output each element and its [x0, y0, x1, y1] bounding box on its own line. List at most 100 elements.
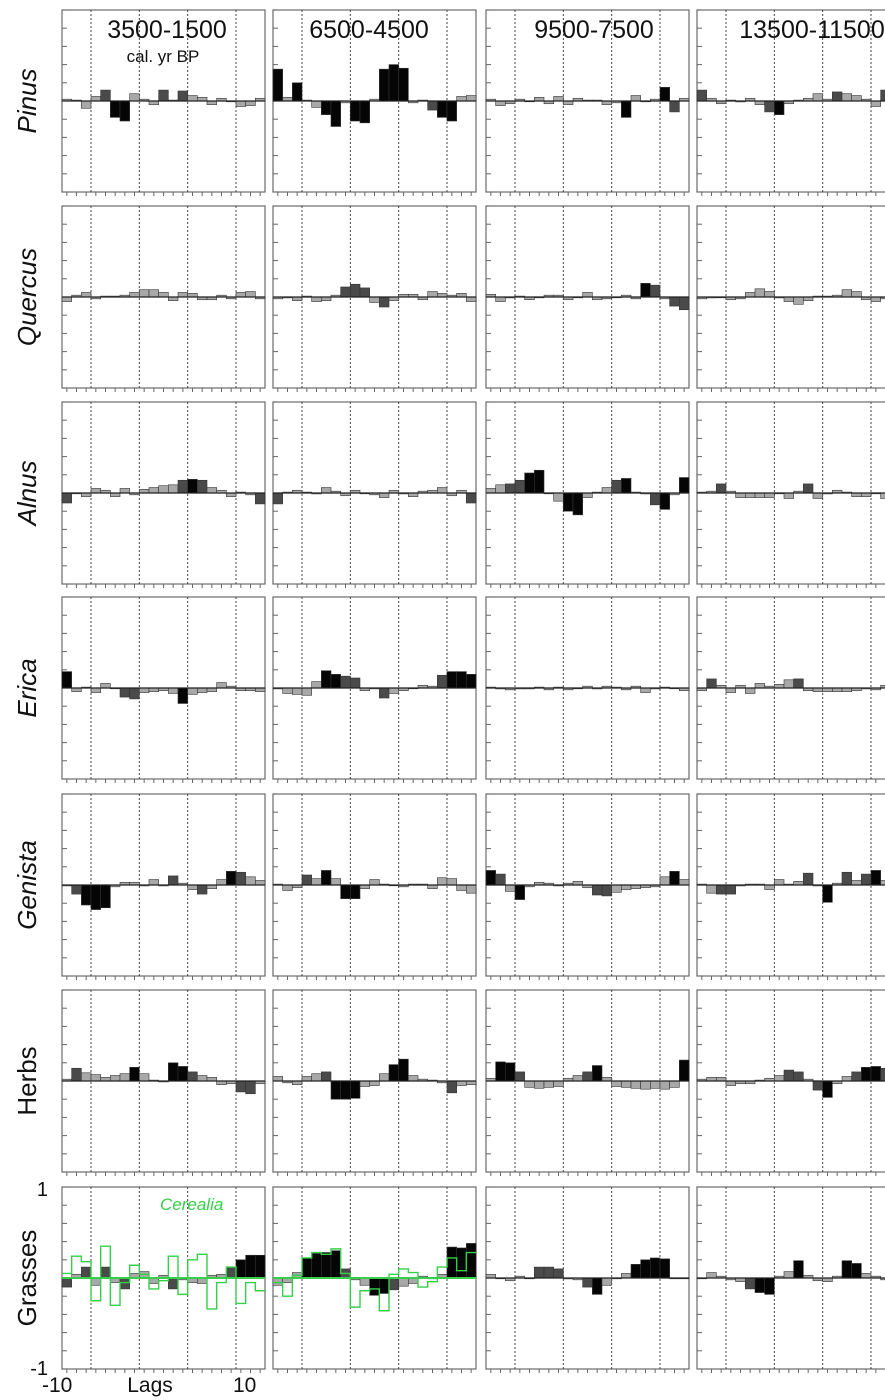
correlation-bar	[669, 296, 680, 307]
column-title: 6500-4500	[309, 16, 429, 44]
correlation-bar	[321, 100, 332, 115]
correlation-bar	[880, 880, 885, 886]
correlation-bar	[880, 492, 885, 499]
correlation-bar	[870, 870, 881, 886]
row-label: Pinus	[12, 68, 42, 133]
correlation-bar	[601, 1277, 612, 1286]
panel-2-0	[61, 401, 266, 588]
row-label: Herbs	[12, 1046, 42, 1115]
correlation-bar	[514, 884, 525, 900]
x-axis-label: Lags	[127, 1374, 173, 1397]
correlation-bar	[90, 1277, 101, 1286]
correlation-bar	[226, 871, 237, 886]
correlation-bar	[340, 884, 351, 899]
correlation-bar	[592, 884, 603, 896]
correlation-bar	[197, 687, 208, 693]
correlation-bar	[754, 683, 765, 689]
correlation-bar	[514, 1071, 525, 1082]
panel-1-3	[696, 205, 885, 392]
correlation-bar	[832, 91, 843, 102]
correlation-bar	[630, 95, 641, 102]
correlation-bar	[427, 100, 438, 111]
correlation-bar	[679, 1059, 690, 1082]
panel-2-3	[696, 401, 885, 588]
correlation-bar	[330, 674, 341, 689]
correlation-bar	[582, 492, 593, 498]
correlation-bar	[71, 1067, 82, 1082]
correlation-bar	[572, 1075, 583, 1082]
correlation-bar	[330, 100, 341, 127]
correlation-bar	[110, 100, 121, 118]
correlation-bar	[592, 1065, 603, 1082]
correlation-bar	[745, 1277, 756, 1290]
correlation-bar	[350, 100, 361, 122]
correlation-bar	[321, 670, 332, 689]
correlation-bar	[245, 291, 256, 298]
correlation-bar	[725, 687, 736, 693]
correlation-bar	[437, 674, 448, 689]
correlation-bar	[81, 884, 92, 906]
panel-6-2	[485, 1186, 690, 1373]
correlation-bar	[716, 884, 727, 895]
correlation-bar	[783, 1069, 794, 1082]
x-tick-label: -10	[42, 1374, 72, 1397]
correlation-bar	[158, 89, 169, 102]
panel-3-3	[696, 596, 885, 783]
correlation-bar	[177, 1066, 188, 1082]
correlation-bar	[659, 876, 670, 886]
correlation-bar	[446, 100, 457, 122]
correlation-bar	[139, 1073, 150, 1082]
panel-grid	[61, 9, 885, 1373]
correlation-bar	[388, 687, 399, 694]
correlation-bar	[359, 100, 370, 124]
correlation-bar	[880, 684, 885, 689]
correlation-bar	[446, 878, 457, 886]
correlation-bar	[669, 1080, 680, 1088]
correlation-bar	[543, 1080, 554, 1088]
panel-5-3	[696, 989, 885, 1176]
correlation-bar	[139, 289, 150, 298]
correlation-bar	[754, 492, 765, 498]
correlation-bar	[774, 1075, 785, 1082]
panel-5-1	[272, 989, 477, 1176]
correlation-bar	[783, 296, 794, 302]
correlation-bar	[90, 1074, 101, 1082]
correlation-bar	[592, 1277, 603, 1295]
correlation-bar	[272, 492, 283, 505]
correlation-bar	[495, 100, 506, 106]
correlation-bar	[301, 1257, 312, 1279]
correlation-bar	[330, 878, 341, 886]
correlation-bar	[764, 1277, 775, 1295]
correlation-bar	[311, 1253, 322, 1279]
column-title: 9500-7500	[534, 16, 654, 44]
correlation-bar	[669, 100, 680, 113]
correlation-bar	[197, 479, 208, 494]
correlation-bar	[177, 292, 188, 298]
correlation-bar	[427, 291, 438, 298]
correlation-bar	[466, 884, 477, 894]
correlation-bar	[861, 1273, 872, 1279]
correlation-bar	[330, 1080, 341, 1100]
panel-3-2	[485, 596, 690, 783]
panel-6-1	[272, 1186, 477, 1373]
correlation-bar	[851, 880, 862, 886]
correlation-bar	[754, 288, 765, 298]
correlation-bar	[168, 875, 179, 886]
correlation-bar	[110, 1075, 121, 1082]
panel-5-0	[61, 989, 266, 1176]
correlation-bar	[553, 1268, 564, 1279]
correlation-bar	[168, 484, 179, 494]
row-label: Quercus	[12, 248, 42, 346]
correlation-bar	[851, 95, 862, 102]
correlation-bar	[611, 479, 622, 494]
correlation-bar	[255, 492, 266, 505]
correlation-bar	[206, 487, 217, 494]
correlation-bar	[187, 1071, 198, 1082]
correlation-bar	[119, 100, 130, 122]
panel-2-1	[272, 401, 477, 588]
correlation-bar	[340, 675, 351, 689]
correlation-bar	[783, 1271, 794, 1279]
correlation-bar	[456, 884, 467, 891]
correlation-bar	[621, 100, 632, 118]
panel-3-1	[272, 596, 477, 783]
